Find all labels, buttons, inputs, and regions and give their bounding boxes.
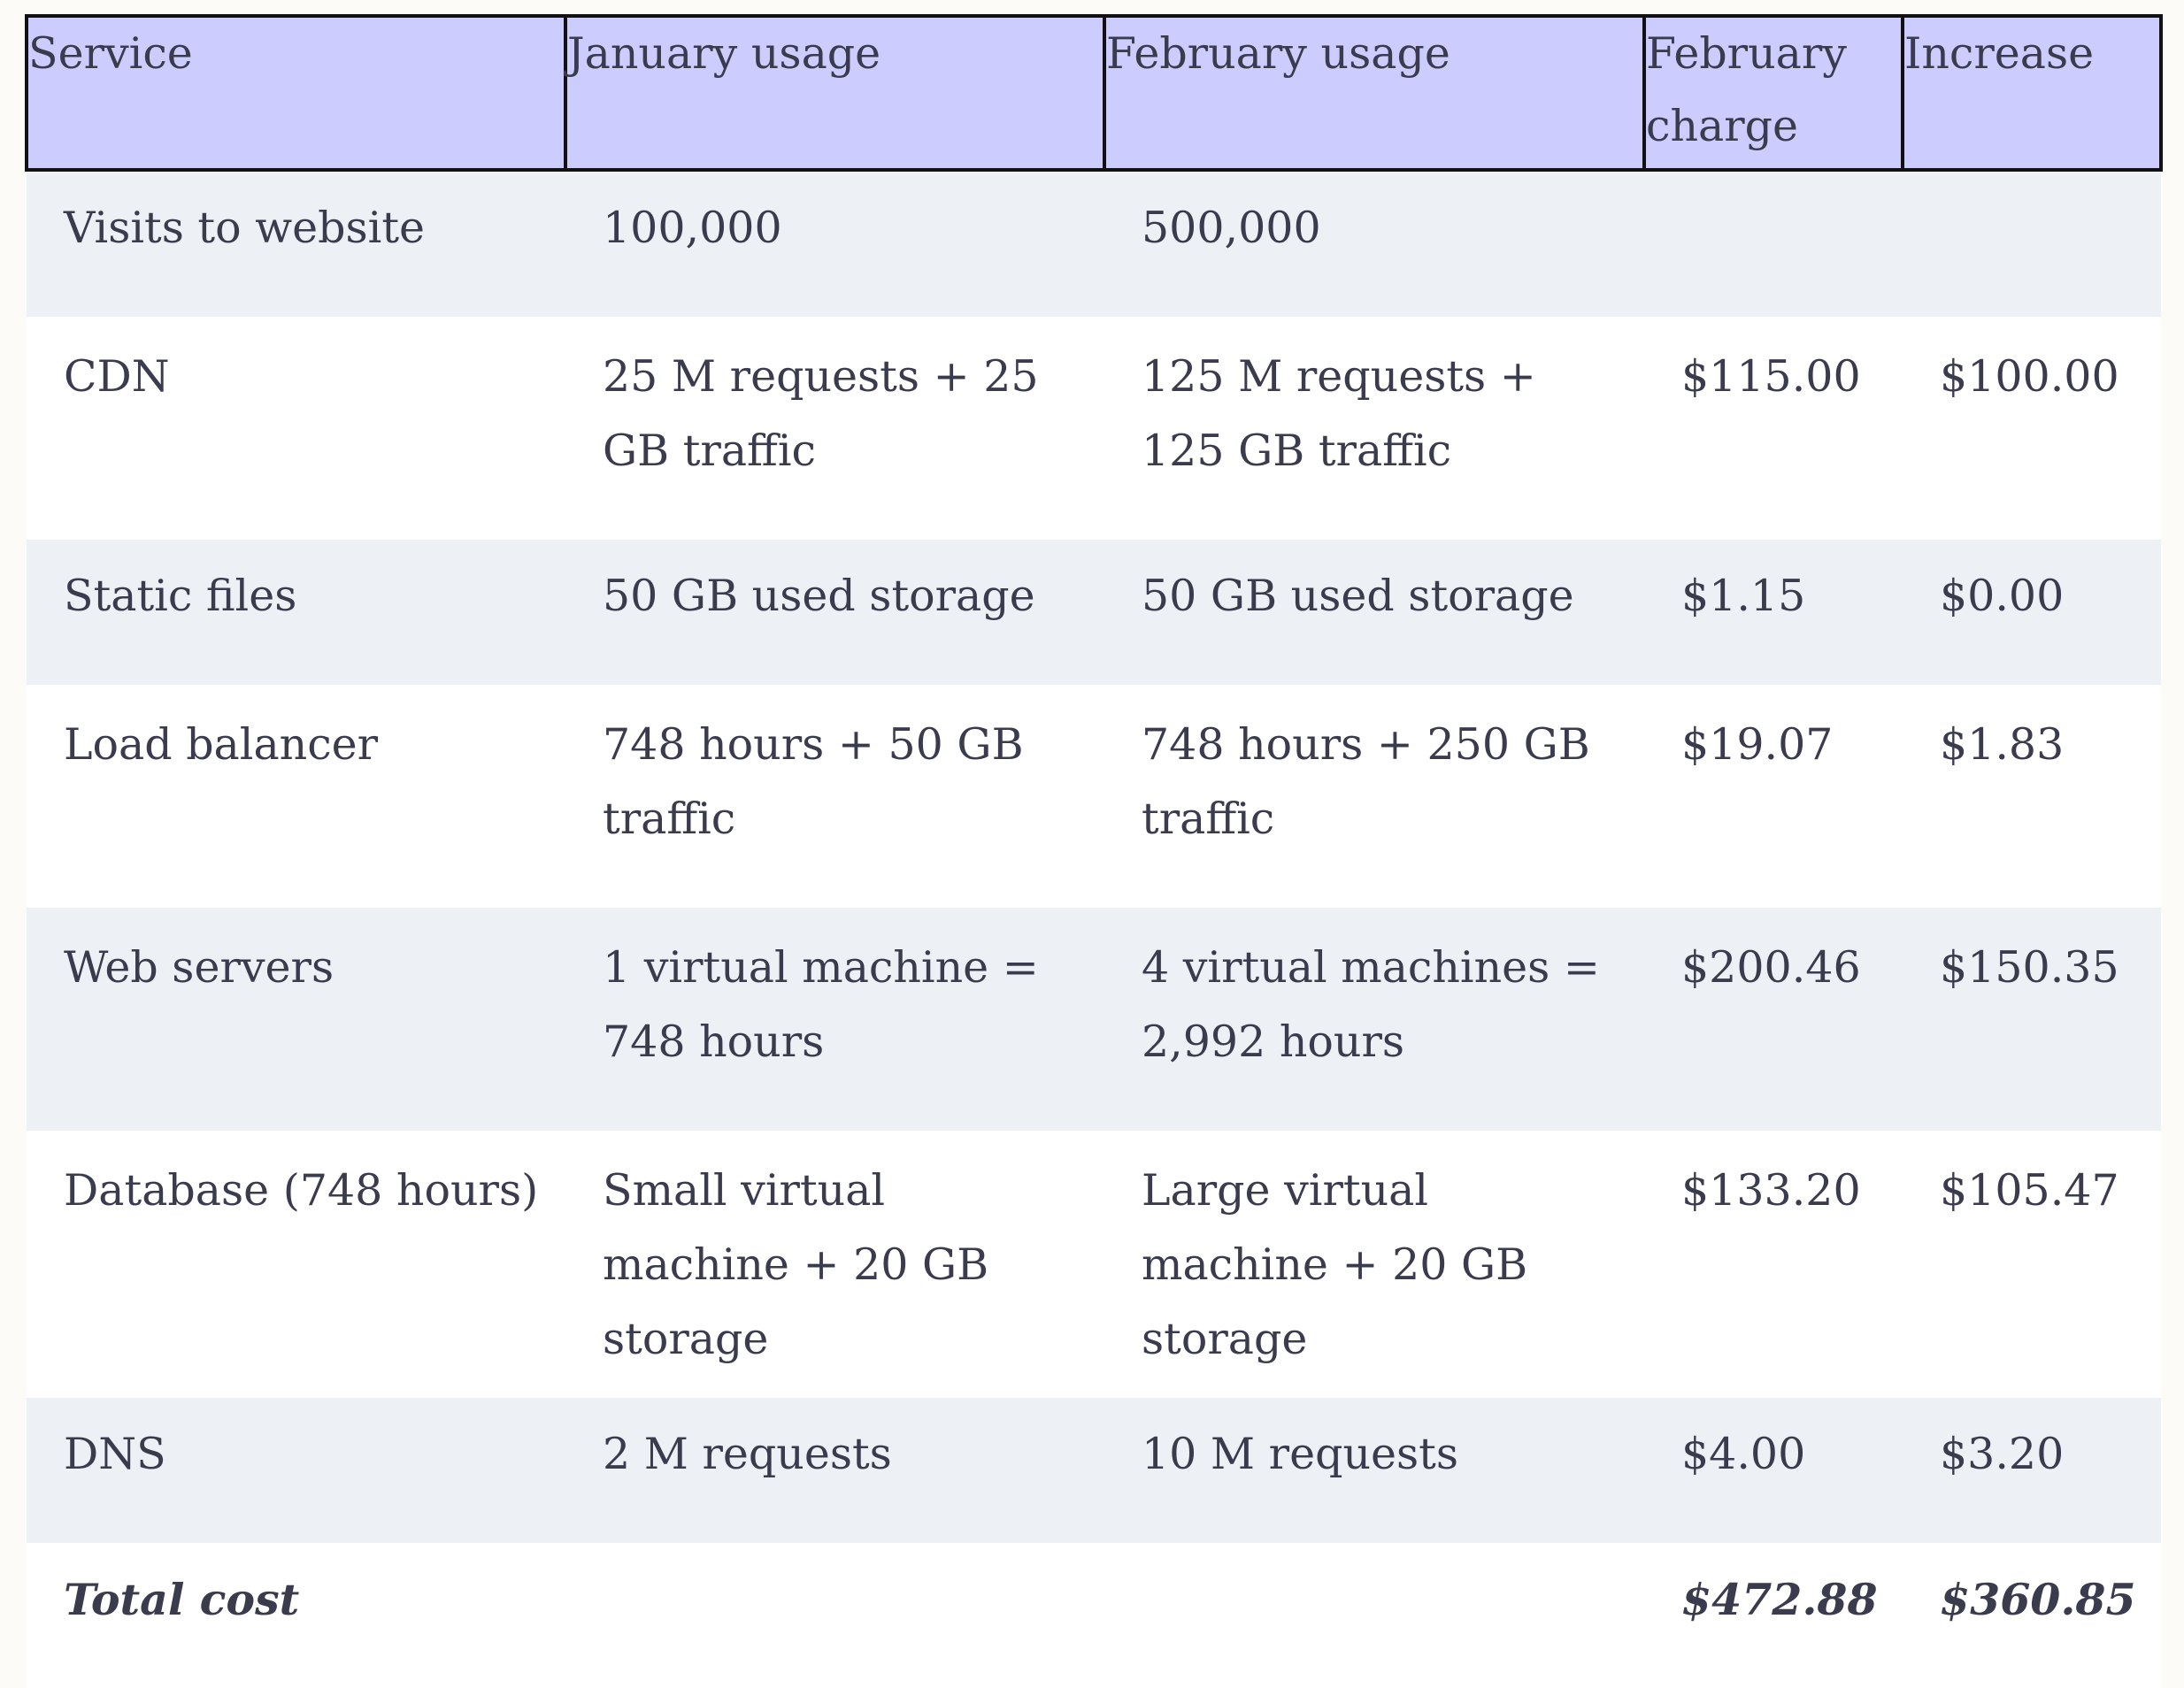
table-row: Static files 50 GB used storage 50 GB us…	[27, 540, 2161, 685]
table-row: Database (748 hours) Small virtual machi…	[27, 1131, 2161, 1398]
total-february-charge: $472.88	[1644, 1543, 1903, 1688]
table-row: Visits to website 100,000 500,000	[27, 170, 2161, 317]
header-increase: Increase	[1901, 14, 2163, 172]
cell-january-usage: 100,000	[565, 170, 1104, 317]
cell-february-usage: 125 M requests + 125 GB traffic	[1104, 317, 1644, 540]
cell-february-charge: $4.00	[1644, 1398, 1903, 1543]
cell-february-usage: Large virtual machine + 20 GB storage	[1104, 1131, 1644, 1398]
cost-comparison-table: Service January usage February usage Feb…	[25, 14, 2163, 1688]
cell-february-usage: 10 M requests	[1104, 1398, 1644, 1543]
cell-january-usage: 50 GB used storage	[565, 540, 1104, 685]
cell-service: Load balancer	[27, 685, 565, 908]
cell-increase: $0.00	[1903, 540, 2161, 685]
cell-february-charge	[1644, 170, 1903, 317]
cell-january-usage: Small virtual machine + 20 GB storage	[565, 1131, 1104, 1398]
total-empty-january	[565, 1543, 1104, 1688]
cell-increase: $100.00	[1903, 317, 2161, 540]
cell-january-usage: 748 hours + 50 GB traffic	[565, 685, 1104, 908]
total-empty-february	[1104, 1543, 1644, 1688]
cell-february-charge: $200.46	[1644, 908, 1903, 1131]
header-february-usage: February usage	[1103, 14, 1646, 172]
cell-service: Visits to website	[27, 170, 565, 317]
cell-service: Web servers	[27, 908, 565, 1131]
cell-january-usage: 25 M requests + 25 GB traffic	[565, 317, 1104, 540]
cell-february-usage: 50 GB used storage	[1104, 540, 1644, 685]
cell-increase: $150.35	[1903, 908, 2161, 1131]
total-row: Total cost $472.88 $360.85	[27, 1543, 2161, 1688]
table-row: CDN 25 M requests + 25 GB traffic 125 M …	[27, 317, 2161, 540]
cost-comparison-table-container: Service January usage February usage Feb…	[25, 14, 2163, 1688]
cell-service: Static files	[27, 540, 565, 685]
cell-february-charge: $19.07	[1644, 685, 1903, 908]
cell-increase: $3.20	[1903, 1398, 2161, 1543]
table-header: Service January usage February usage Feb…	[25, 14, 2163, 172]
header-january-usage: January usage	[564, 14, 1106, 172]
cell-february-charge: $133.20	[1644, 1131, 1903, 1398]
header-february-charge: February charge	[1642, 14, 1904, 172]
cell-service: DNS	[27, 1398, 565, 1543]
cell-january-usage: 2 M requests	[565, 1398, 1104, 1543]
cell-service: Database (748 hours)	[27, 1131, 565, 1398]
cell-february-usage: 500,000	[1104, 170, 1644, 317]
total-increase: $360.85	[1903, 1543, 2161, 1688]
cell-february-charge: $1.15	[1644, 540, 1903, 685]
cell-february-charge: $115.00	[1644, 317, 1903, 540]
table-body: Visits to website 100,000 500,000 CDN 25…	[27, 170, 2161, 1688]
table-row: DNS 2 M requests 10 M requests $4.00 $3.…	[27, 1398, 2161, 1543]
header-row: Service January usage February usage Feb…	[25, 14, 2163, 172]
cell-service: CDN	[27, 317, 565, 540]
table-row: Load balancer 748 hours + 50 GB traffic …	[27, 685, 2161, 908]
table-row: Web servers 1 virtual machine = 748 hour…	[27, 908, 2161, 1131]
header-service: Service	[25, 14, 567, 172]
cell-january-usage: 1 virtual machine = 748 hours	[565, 908, 1104, 1131]
cell-increase	[1903, 170, 2161, 317]
total-label: Total cost	[27, 1543, 565, 1688]
cell-increase: $1.83	[1903, 685, 2161, 908]
cell-february-usage: 748 hours + 250 GB traffic	[1104, 685, 1644, 908]
cell-increase: $105.47	[1903, 1131, 2161, 1398]
cell-february-usage: 4 virtual machines = 2,992 hours	[1104, 908, 1644, 1131]
